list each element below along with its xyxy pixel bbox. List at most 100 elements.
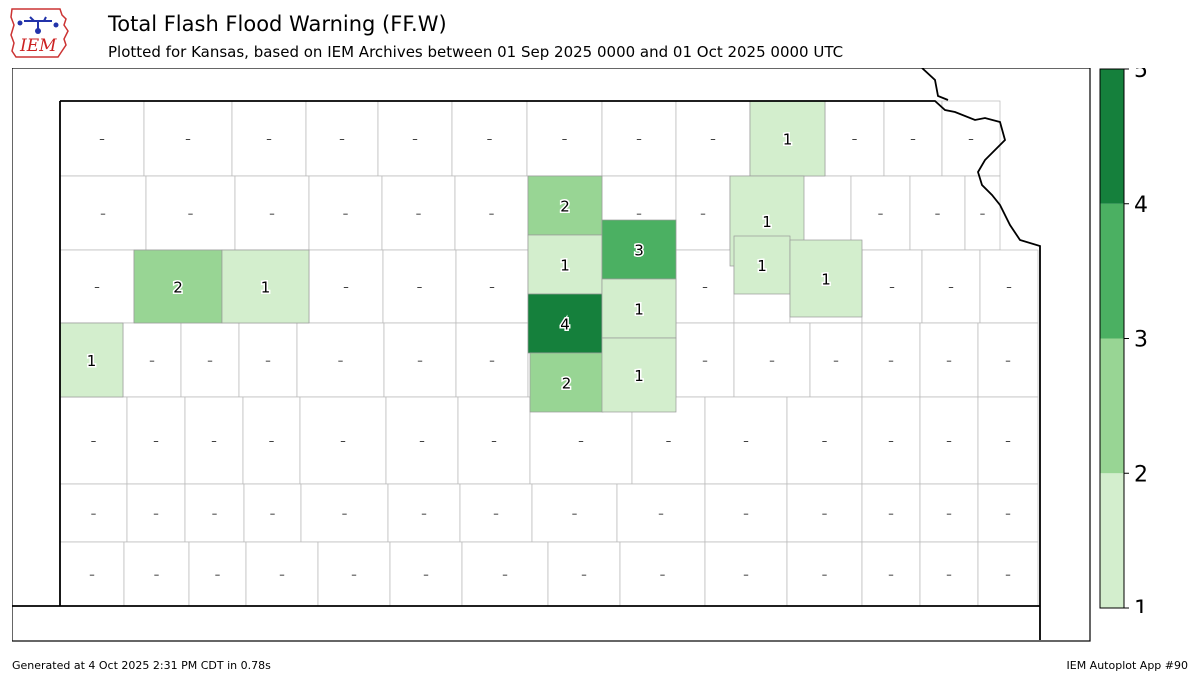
county-zero-label: –	[421, 507, 427, 520]
county-zero-label: –	[935, 207, 941, 220]
colorbar-swatch	[1100, 338, 1124, 474]
county-cell	[531, 483, 618, 543]
county-zero-label: –	[822, 507, 828, 520]
county-zero-label: –	[578, 435, 584, 448]
county-zero-label: –	[91, 435, 97, 448]
county-count-label: 3	[634, 242, 644, 260]
county-cell	[919, 483, 979, 543]
county-cell	[921, 249, 981, 324]
county-labels: 1 2 1 2 1 4 2 3 1 1 1 1 1 1 – – – – – – – – – – – – – – – – – – – – – – – – – –…	[85, 129, 1012, 581]
county-count-label: 1	[634, 301, 644, 319]
county-zero-label: –	[491, 435, 497, 448]
county-zero-label: –	[343, 207, 349, 220]
county-zero-label: –	[888, 435, 894, 448]
county-cell	[861, 322, 921, 398]
county-cell	[231, 100, 307, 177]
footer-generated: Generated at 4 Oct 2025 2:31 PM CDT in 0…	[12, 659, 271, 672]
county-zero-label: –	[968, 133, 974, 146]
county-zero-label: –	[417, 281, 423, 294]
county-cell	[184, 396, 244, 485]
county-cell	[909, 175, 966, 251]
county-cell	[300, 483, 389, 543]
county-warning-cell	[733, 235, 791, 295]
county-zero-label: –	[1006, 281, 1012, 294]
county-zero-label: –	[822, 435, 828, 448]
county-cell	[299, 396, 387, 485]
county-cell	[184, 483, 245, 543]
county-zero-label: –	[910, 133, 916, 146]
county-zero-label: –	[487, 133, 493, 146]
county-count-label: 4	[560, 316, 570, 334]
county-warning-cell	[527, 293, 603, 354]
county-zero-label: –	[980, 207, 986, 220]
county-zero-label: –	[743, 568, 749, 581]
county-count-label: 2	[173, 279, 183, 297]
county-cell	[979, 249, 1039, 324]
map-title: Total Flash Flood Warning (FF.W)	[108, 12, 447, 36]
logo-text: IEM	[19, 36, 57, 56]
county-cell	[461, 541, 549, 607]
county-zero-label: –	[743, 507, 749, 520]
county-warning-cell	[133, 249, 223, 324]
county-zero-label: –	[948, 281, 954, 294]
county-cell	[919, 322, 979, 398]
county-cell	[455, 322, 529, 398]
colorbar-swatches	[1100, 69, 1124, 608]
county-zero-label: –	[270, 507, 276, 520]
county-zero-label: –	[946, 568, 952, 581]
county-warning-cell	[529, 352, 604, 413]
colorbar-swatch	[1100, 473, 1124, 608]
county-cell	[385, 396, 459, 485]
colorbar-swatch	[1100, 69, 1124, 204]
county-zero-label: –	[412, 133, 418, 146]
county-zero-label: –	[340, 435, 346, 448]
county-cell	[296, 322, 385, 398]
county-count-label: 2	[560, 198, 570, 216]
county-cell	[234, 175, 310, 251]
county-zero-label: –	[338, 354, 344, 367]
county-zero-label: –	[489, 281, 495, 294]
county-cell	[919, 541, 979, 607]
county-cell	[59, 483, 128, 543]
colorbar-tick-label: 5	[1134, 68, 1148, 83]
county-warning-cell	[527, 175, 603, 236]
county-zero-label: –	[822, 568, 828, 581]
county-cell	[861, 396, 921, 485]
county-zero-label: –	[265, 354, 271, 367]
county-cell	[809, 322, 863, 398]
county-cell	[616, 483, 706, 543]
county-zero-label: –	[636, 207, 642, 220]
county-zero-label: –	[94, 281, 100, 294]
kansas-county-map: 1 2 1 2 1 4 2 3 1 1 1 1 1 1 – – – – – – – – – – – – – – – – – – – – – – – – – –…	[12, 68, 1091, 642]
county-count-label: 1	[783, 131, 793, 149]
county-cell	[977, 322, 1039, 398]
county-cell	[786, 541, 863, 607]
county-count-label: 1	[634, 367, 644, 385]
county-zero-label: –	[153, 435, 159, 448]
county-cell	[675, 100, 751, 177]
county-zero-label: –	[1005, 507, 1011, 520]
county-zero-label: –	[493, 507, 499, 520]
county-cell	[238, 322, 298, 398]
county-zero-label: –	[339, 133, 345, 146]
county-zero-label: –	[269, 435, 275, 448]
county-cell	[389, 541, 463, 607]
county-zero-label: –	[702, 354, 708, 367]
county-cell	[387, 483, 461, 543]
county-zero-label: –	[266, 133, 272, 146]
county-zero-label: –	[100, 207, 106, 220]
county-cell	[977, 396, 1039, 485]
county-zero-label: –	[188, 207, 194, 220]
county-cell	[145, 175, 236, 251]
county-cell	[547, 541, 621, 607]
county-zero-label: –	[149, 354, 155, 367]
county-zero-label: –	[502, 568, 508, 581]
county-zero-label: –	[153, 507, 159, 520]
county-zero-label: –	[91, 507, 97, 520]
county-zero-label: –	[215, 568, 221, 581]
county-cell	[850, 175, 911, 251]
county-grid	[59, 100, 1039, 607]
county-count-label: 1	[87, 352, 97, 370]
river-border	[921, 68, 949, 101]
county-zero-label: –	[489, 354, 495, 367]
